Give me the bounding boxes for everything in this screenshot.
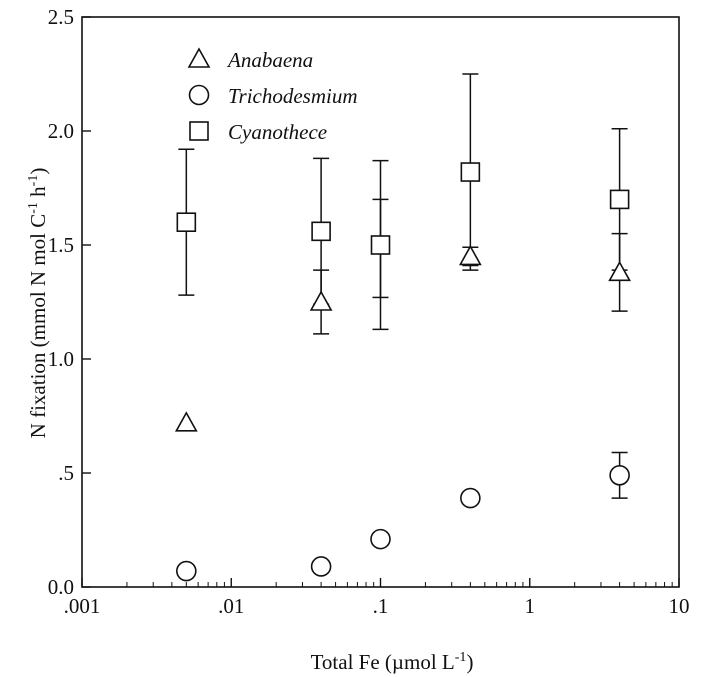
- cyanothece-point: [370, 235, 391, 255]
- x-tick-label: 1: [525, 594, 536, 618]
- x-axis-label: Total Fe (µmol L-1): [311, 650, 474, 674]
- y-tick-label: 2.5: [48, 5, 74, 29]
- legend-label-trichodesmium: Trichodesmium: [228, 84, 358, 108]
- x-tick-label: .001: [64, 594, 101, 618]
- x-tick-label: .1: [373, 594, 389, 618]
- y-tick-label: 1.0: [48, 347, 74, 371]
- x-tick-label: .01: [218, 594, 244, 618]
- legend-marker-cyanothece: [189, 121, 209, 141]
- trichodesmium-point: [609, 464, 630, 486]
- cyanothece-point: [311, 221, 331, 242]
- trichodesmium-point: [176, 560, 197, 582]
- y-tick-label: 0.0: [48, 575, 74, 599]
- anabaena-point: [174, 411, 198, 432]
- cyanothece-point: [609, 189, 630, 210]
- anabaena-point: [309, 290, 333, 311]
- y-tick-label: .5: [58, 461, 74, 485]
- y-tick-label: 2.0: [48, 119, 74, 143]
- anabaena-point: [458, 244, 482, 266]
- legend-marker-trichodesmium: [188, 84, 210, 106]
- cyanothece-point: [460, 162, 481, 182]
- axis-ticks: .001 .01 .1 1 10 0.0 .5 1.0 1.5 2.0 2.5: [48, 5, 690, 618]
- cyanothece-point: [176, 212, 197, 232]
- legend-marker-anabaena: [187, 47, 211, 68]
- x-tick-label: 10: [669, 594, 690, 618]
- trichodesmium-point: [310, 556, 332, 577]
- y-tick-label: 1.5: [48, 233, 74, 257]
- trichodesmium-point: [370, 528, 391, 550]
- anabaena-point: [608, 260, 631, 282]
- legend-label-cyanothece: Cyanothece: [228, 120, 327, 144]
- trichodesmium-point: [460, 487, 481, 509]
- legend: Anabaena Trichodesmium Cyanothece: [187, 47, 358, 144]
- data-marks: [174, 73, 631, 582]
- y-axis-label: N fixation (mmol N mol C-1 h-1): [26, 168, 50, 439]
- legend-label-anabaena: Anabaena: [226, 48, 313, 72]
